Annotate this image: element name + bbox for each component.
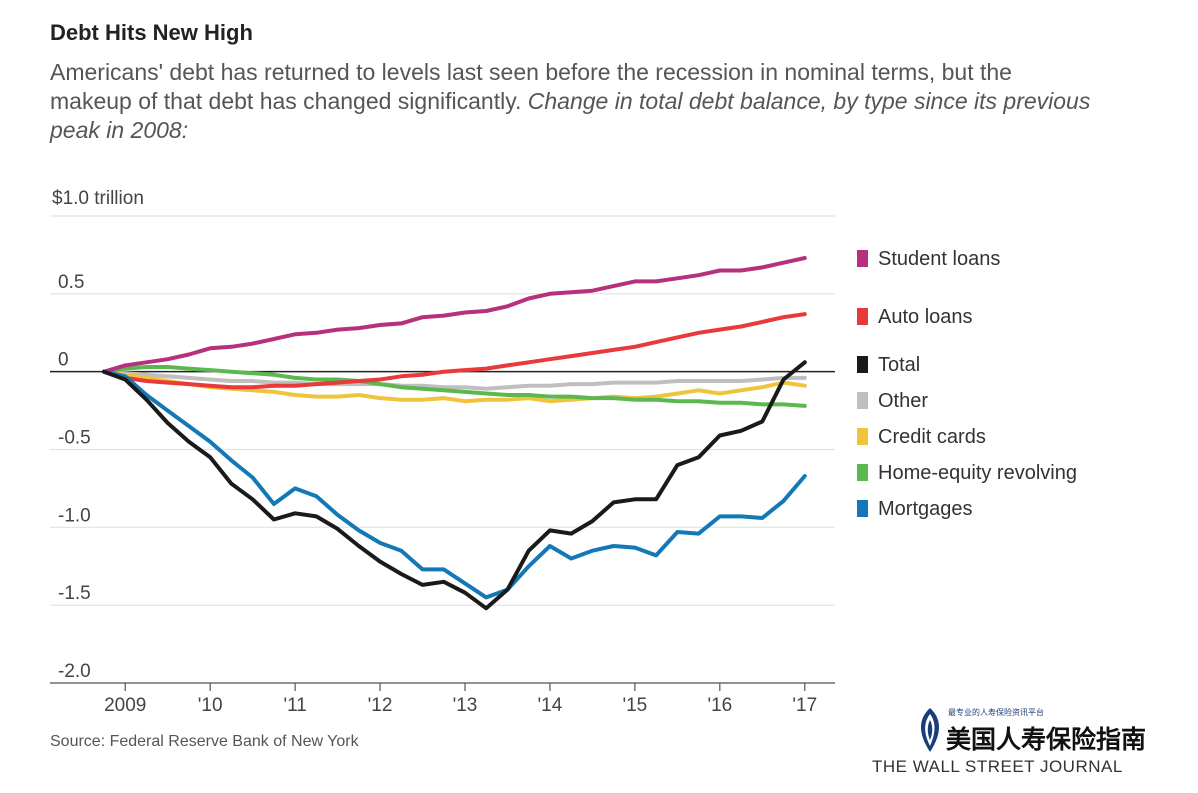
legend-swatch [857,308,868,325]
chart-title: Debt Hits New High [50,20,253,45]
y-axis-top-label: $1.0 trillion [52,188,144,209]
legend-swatch [857,464,868,481]
legend-label: Auto loans [878,306,973,328]
x-tick-label: '17 [792,695,817,716]
y-tick-label: -1.5 [58,583,91,604]
watermark-name: 美国人寿保险指南 [946,725,1147,754]
x-tick-label: '12 [368,695,393,716]
x-tick-label: '15 [622,695,647,716]
legend-swatch [857,356,868,373]
subtitle-note: Change in total debt balance, by type si… [50,88,1091,143]
y-tick-label: -2.0 [58,661,91,682]
legend-swatch [857,500,868,517]
x-tick-label: '10 [198,695,223,716]
series-line-total [102,360,807,611]
legend-label: Home-equity revolving [878,462,1077,484]
x-tick-label: '16 [707,695,732,716]
y-tick-label: -1.0 [58,505,91,526]
legend-swatch [857,392,868,409]
series-line-mortgages [102,369,807,600]
x-tick-label: '14 [538,695,563,716]
legend-swatch [857,428,868,445]
legend-label: Credit cards [878,426,986,448]
chart-subtitle: Americans' debt has returned to levels l… [50,58,1100,145]
y-tick-label: 0 [58,350,69,371]
legend-label: Other [878,390,928,412]
subtitle-text: Americans' debt has returned to levels l… [50,59,1012,114]
shield-logo-icon [915,706,945,759]
legend-label: Mortgages [878,498,973,520]
series-line-other [102,369,807,391]
series-layer [102,256,807,611]
x-tick-label: '13 [453,695,478,716]
y-tick-label: 0.5 [58,272,84,293]
source-note: Source: Federal Reserve Bank of New York [50,733,359,750]
series-line-home-equity-revolving [102,365,807,408]
legend-swatch [857,250,868,267]
legend-label: Student loans [878,248,1000,270]
series-line-auto-loans [102,312,807,390]
x-tick-label: '11 [283,695,306,716]
grid-layer: 0.5 0 -0.5 -1.0 -1.5 -2.0 [50,215,835,684]
watermark-tagline: 最专业的人寿保险资讯平台 [948,708,1044,717]
series-line-student-loans [102,256,807,374]
y-tick-label: -0.5 [58,428,91,449]
legend: Student loans Auto loans Total Other Credit … [857,248,1077,520]
publisher-brand: THE WALL STREET JOURNAL [872,757,1123,776]
legend-label: Total [878,354,920,376]
x-tick-label: 2009 [104,695,146,716]
x-axis: 2009 '10 '11 '12 '13 '14 '15 '16 '17 [50,682,835,716]
